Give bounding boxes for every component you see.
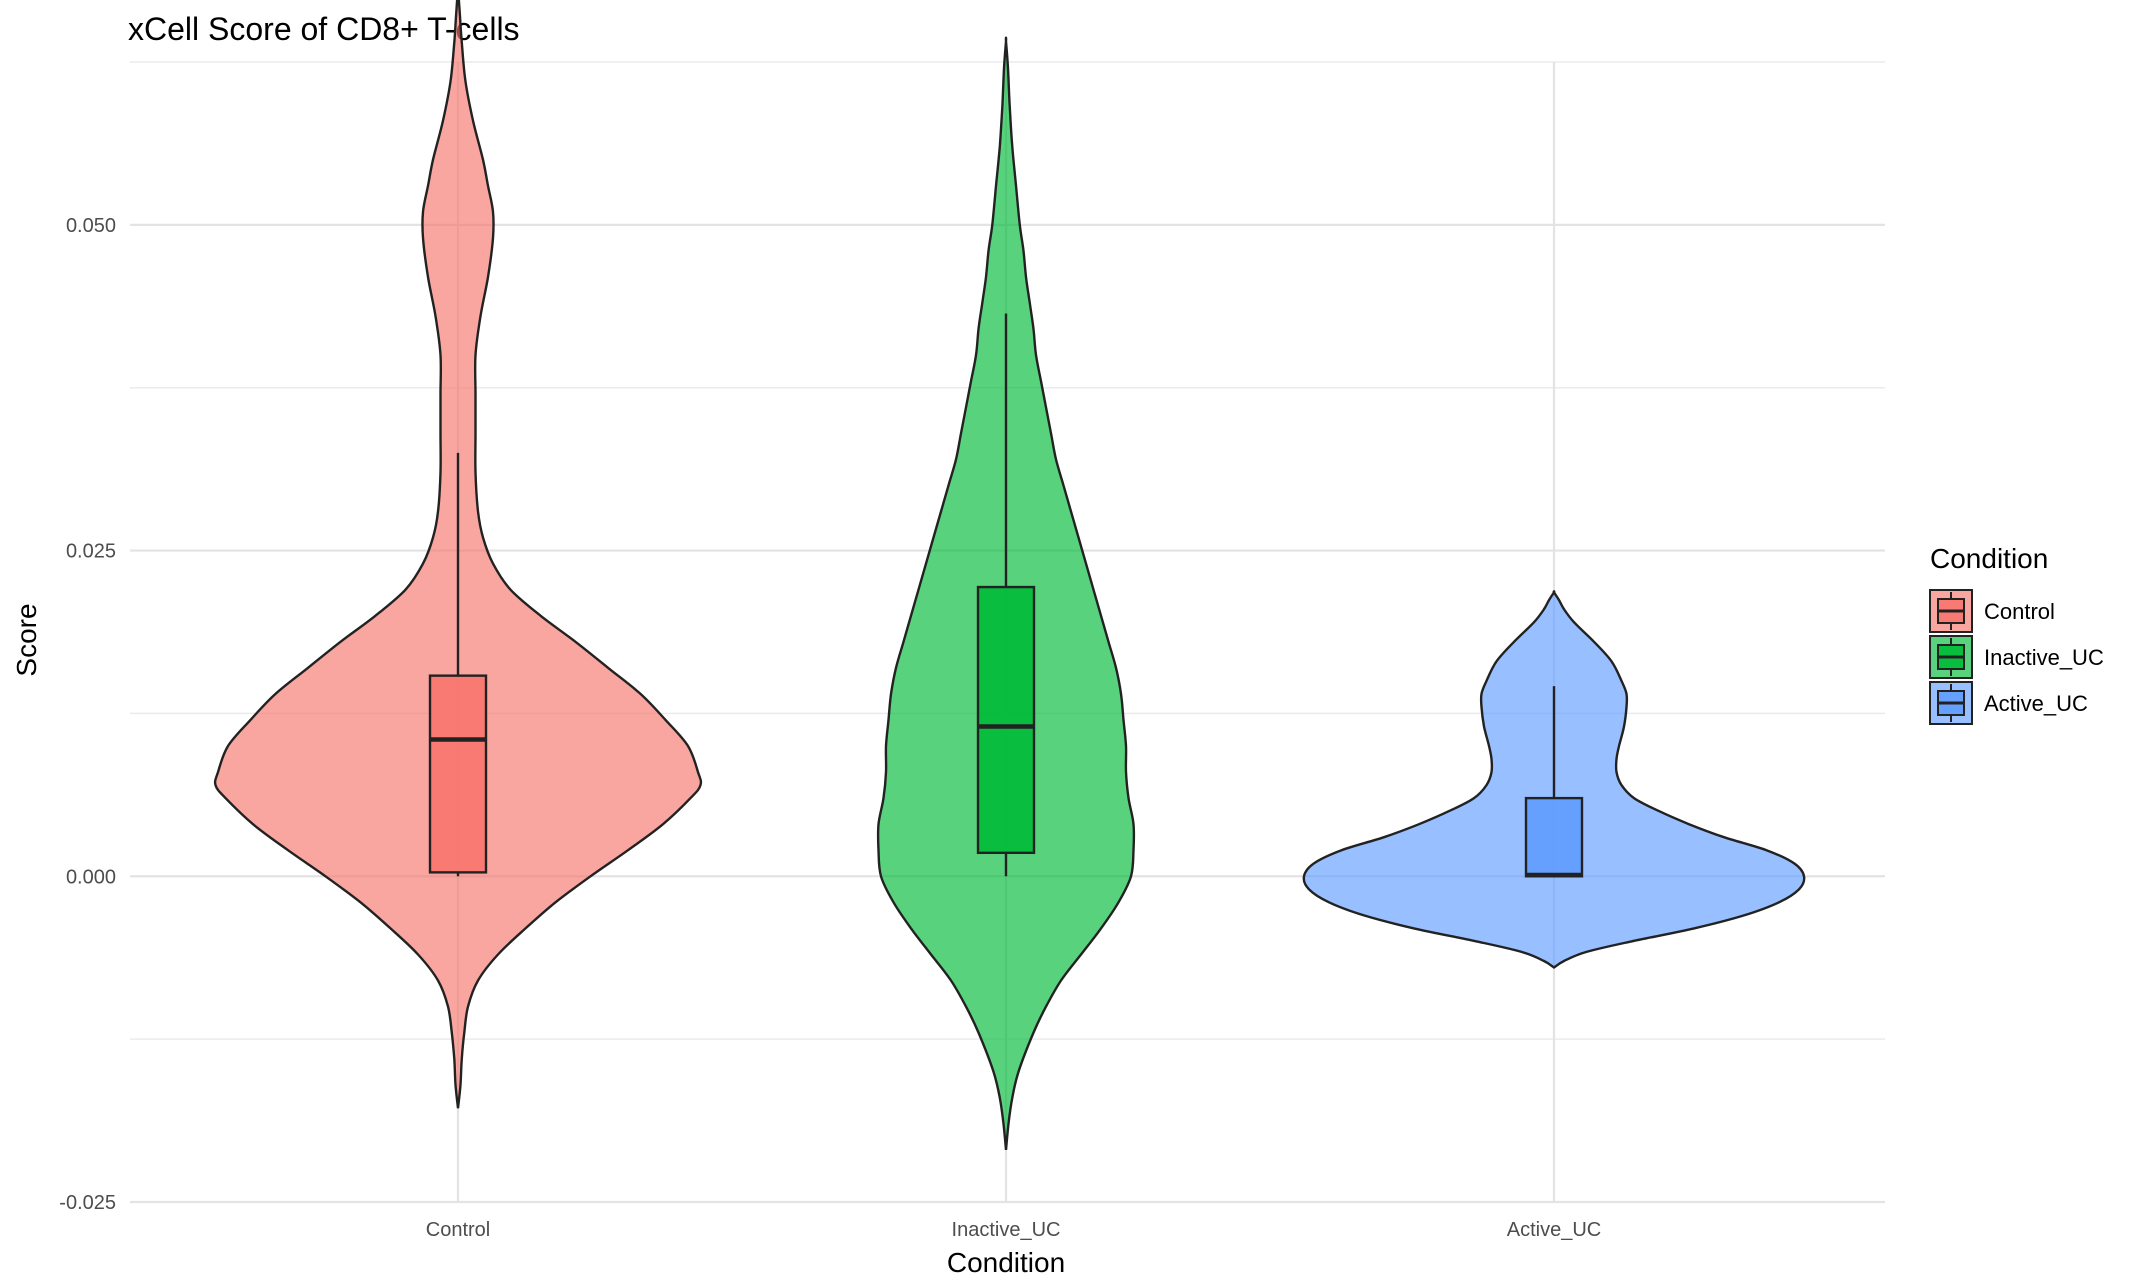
x-tick-label: Active_UC	[1507, 1219, 1601, 1241]
box-iqr	[428, 674, 488, 874]
y-tick-labels: -0.025 0.000 0.025 0.050	[59, 215, 116, 1214]
y-tick-label: -0.025	[59, 1192, 116, 1214]
boxplot-inactive-uc	[976, 313, 1036, 877]
legend-title: Condition	[1930, 543, 2048, 574]
x-tick-label: Inactive_UC	[952, 1219, 1061, 1241]
y-tick-label: 0.025	[66, 541, 116, 563]
x-tick-label: Control	[426, 1219, 490, 1241]
box-layer	[428, 313, 1584, 878]
legend-entry-active-uc: Active_UC	[1929, 681, 2088, 725]
x-tick-labels: Control Inactive_UC Active_UC	[426, 1219, 1601, 1241]
legend-label: Inactive_UC	[1984, 645, 2104, 670]
box-iqr	[1524, 796, 1584, 878]
legend-label: Control	[1984, 599, 2055, 624]
box-iqr	[976, 585, 1036, 855]
legend: Condition Control Inactive_UC Active_UC	[1929, 543, 2104, 725]
legend-entry-inactive-uc: Inactive_UC	[1929, 635, 2104, 679]
legend-label: Active_UC	[1984, 691, 2088, 716]
x-axis-title: Condition	[947, 1247, 1065, 1278]
y-tick-label: 0.000	[66, 866, 116, 888]
boxplot-control	[428, 452, 488, 877]
legend-entry-control: Control	[1929, 589, 2055, 633]
boxplot-active-uc	[1524, 686, 1584, 878]
y-axis-title: Score	[11, 603, 42, 676]
y-tick-label: 0.050	[66, 215, 116, 237]
legend-entries: Control Inactive_UC Active_UC	[1929, 589, 2104, 725]
